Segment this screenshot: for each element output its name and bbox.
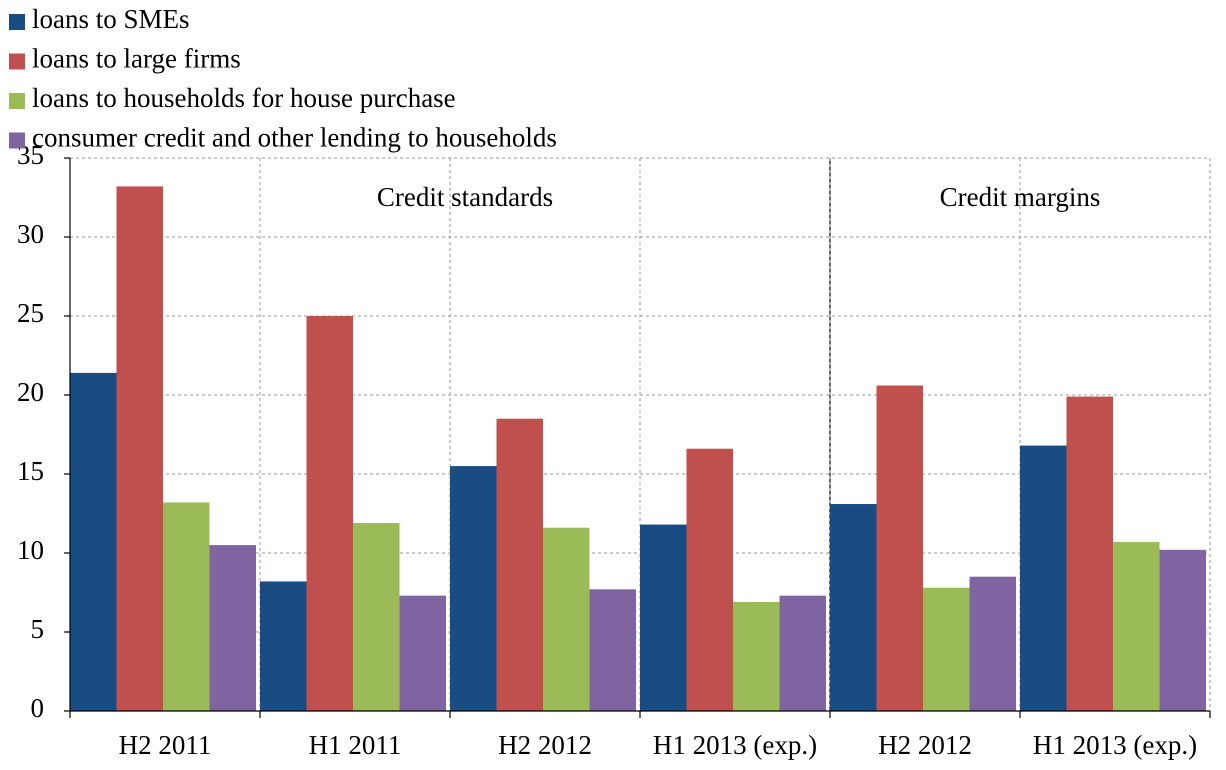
x-tick-label: H1 2013 (exp.) [653,730,817,760]
bar [1159,549,1206,711]
legend-label: loans to SMEs [32,4,190,34]
x-tick-label: H1 2013 (exp.) [1033,730,1197,760]
bar [353,522,400,711]
bar [686,448,733,711]
x-tick-label: H2 2011 [119,730,212,760]
bar [640,524,687,711]
legend-swatch [9,93,25,109]
y-tick-label: 0 [31,693,45,723]
x-tick-label: H2 2012 [878,730,972,760]
bar [733,601,780,711]
legend-label: consumer credit and other lending to hou… [32,123,557,153]
annotation: Credit margins [940,182,1101,212]
bar [923,587,970,711]
legend-swatch [9,132,25,149]
bar [163,502,210,711]
bar [543,527,590,711]
y-tick-label: 10 [17,535,44,565]
bar [496,418,543,711]
legend-label: loans to large firms [32,44,241,74]
legend-swatch [9,14,25,30]
legend-label: loans to households for house purchase [32,83,456,113]
x-tick-label: H2 2012 [498,730,592,760]
y-tick-label: 5 [31,614,45,644]
bar [209,545,256,711]
x-tick-label: H1 2011 [309,730,402,760]
y-tick-label: 20 [17,377,44,407]
bar [969,576,1016,711]
bar [779,595,826,711]
y-tick-label: 15 [17,456,44,486]
bar [70,372,117,711]
bar [876,385,923,711]
bar [1066,396,1113,711]
y-tick-label: 30 [17,219,44,249]
annotation: Credit standards [377,182,553,212]
legend-swatch [9,53,25,70]
bar [260,581,307,711]
bar [306,316,353,711]
bar [1020,445,1067,711]
bar [399,595,446,711]
bar [589,589,636,711]
bar [450,466,497,711]
bar [1113,541,1160,711]
bar [830,504,877,711]
y-tick-label: 25 [17,298,44,328]
bar [116,186,163,711]
